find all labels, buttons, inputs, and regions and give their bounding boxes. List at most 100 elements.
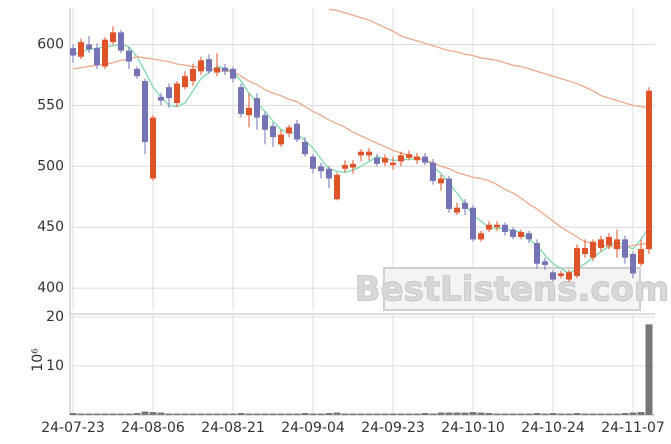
candle-body bbox=[526, 233, 532, 240]
volume-bar bbox=[397, 413, 405, 415]
volume-bar bbox=[269, 413, 277, 415]
candle-body bbox=[598, 239, 604, 248]
volume-bar bbox=[485, 413, 493, 415]
volume-bar bbox=[237, 413, 245, 415]
candle-body bbox=[622, 239, 628, 258]
candle-body bbox=[494, 224, 500, 228]
candle-body bbox=[502, 224, 508, 233]
candle-body bbox=[614, 239, 620, 250]
candle-body bbox=[414, 156, 420, 161]
volume-bar bbox=[221, 413, 229, 415]
watermark: BestListens.com bbox=[355, 270, 670, 310]
volume-bar bbox=[437, 412, 445, 415]
candle-body bbox=[630, 253, 636, 274]
candle-body bbox=[70, 48, 76, 56]
volume-bar bbox=[453, 412, 461, 415]
volume-bar bbox=[173, 413, 181, 415]
candle-body bbox=[550, 272, 556, 280]
candle-body bbox=[510, 229, 516, 237]
volume-bar bbox=[317, 413, 325, 415]
volume-bar bbox=[69, 413, 77, 415]
candle-body bbox=[374, 157, 380, 164]
volume-bar bbox=[205, 413, 213, 415]
volume-bar bbox=[333, 412, 341, 415]
candle-body bbox=[422, 156, 428, 163]
candle-body bbox=[94, 48, 100, 66]
candle-body bbox=[478, 233, 484, 240]
volume-bar bbox=[533, 413, 541, 415]
candle-body bbox=[558, 273, 564, 276]
candle-body bbox=[582, 247, 588, 254]
candle-body bbox=[78, 42, 84, 57]
x-tick-label: 24-08-06 bbox=[121, 420, 185, 436]
volume-bar bbox=[77, 413, 85, 415]
volume-bar bbox=[93, 413, 101, 415]
volume-bar bbox=[509, 413, 517, 415]
y-tick-label: 450 bbox=[37, 219, 64, 235]
x-tick-label: 24-10-24 bbox=[521, 420, 585, 436]
candle-body bbox=[566, 272, 572, 280]
candle-body bbox=[430, 162, 436, 181]
volume-bar bbox=[645, 324, 653, 415]
x-tick-label: 24-09-04 bbox=[281, 420, 345, 436]
volume-bar bbox=[421, 413, 429, 415]
volume-bar bbox=[445, 412, 453, 415]
volume-bar bbox=[373, 413, 381, 415]
volume-bar bbox=[149, 412, 157, 415]
volume-bar bbox=[565, 413, 573, 415]
volume-bar bbox=[85, 413, 93, 415]
volume-bar bbox=[253, 413, 261, 415]
candle-body bbox=[326, 168, 332, 179]
y-tick-label: 20 bbox=[46, 309, 64, 325]
candle-body bbox=[134, 68, 140, 77]
candle-body bbox=[270, 126, 276, 138]
candle-body bbox=[382, 157, 388, 163]
x-tick-label: 24-09-23 bbox=[361, 420, 425, 436]
volume-bar bbox=[229, 413, 237, 415]
x-tick-label: 24-10-10 bbox=[441, 420, 505, 436]
candle-body bbox=[86, 44, 92, 50]
volume-bar bbox=[285, 413, 293, 415]
candle-body bbox=[454, 207, 460, 213]
moving-average-line bbox=[328, 8, 650, 109]
y-tick-label: 500 bbox=[37, 158, 64, 174]
volume-bar bbox=[197, 413, 205, 415]
volume-bar bbox=[261, 413, 269, 415]
volume-bar bbox=[325, 413, 333, 415]
volume-bar bbox=[189, 413, 197, 415]
volume-bar bbox=[293, 413, 301, 415]
candle-body bbox=[302, 141, 308, 155]
volume-bar bbox=[141, 411, 149, 415]
candle-body bbox=[230, 68, 236, 79]
volume-bar bbox=[405, 413, 413, 415]
volume-bar bbox=[357, 413, 365, 415]
candle-body bbox=[174, 83, 180, 103]
candle-body bbox=[518, 232, 524, 237]
candle-body bbox=[294, 123, 300, 140]
candle-body bbox=[318, 166, 324, 172]
candle-body bbox=[342, 165, 348, 169]
candle-body bbox=[462, 202, 468, 209]
candle-body bbox=[310, 156, 316, 169]
volume-bar bbox=[605, 413, 613, 415]
volume-bar bbox=[477, 412, 485, 415]
candle-body bbox=[334, 174, 340, 200]
candle-body bbox=[166, 87, 172, 99]
volume-bar bbox=[637, 412, 645, 415]
volume-bar bbox=[181, 413, 189, 415]
candle-body bbox=[534, 243, 540, 264]
candle-body bbox=[358, 151, 364, 156]
volume-bar bbox=[549, 413, 557, 415]
volume-bar bbox=[469, 412, 477, 415]
volume-axis-label: 10⁶ bbox=[30, 348, 46, 372]
volume-bar bbox=[109, 413, 117, 415]
candle-body bbox=[110, 32, 116, 43]
volume-bar bbox=[613, 413, 621, 415]
moving-average-line bbox=[72, 56, 650, 248]
volume-bar bbox=[365, 413, 373, 415]
volume-bar bbox=[277, 413, 285, 415]
volume-bar bbox=[557, 413, 565, 415]
volume-bar bbox=[429, 413, 437, 415]
y-tick-label: 550 bbox=[37, 97, 64, 113]
